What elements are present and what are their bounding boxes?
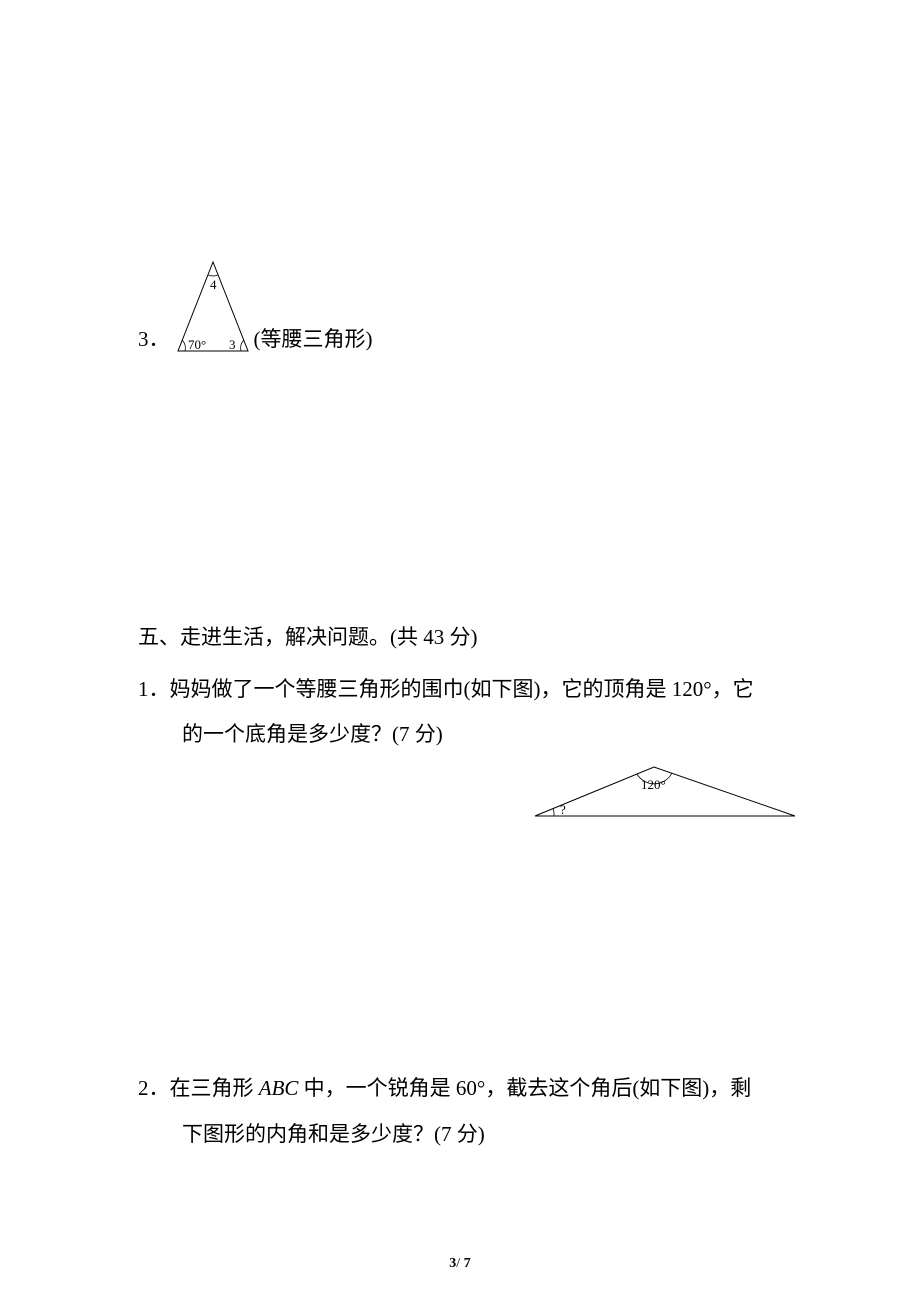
svg-text:70°: 70°	[188, 337, 206, 352]
question-5-1-figure: 120° ?	[530, 761, 800, 821]
svg-text:?: ?	[560, 802, 566, 817]
isosceles-triangle-icon: 70° 3 4	[174, 258, 252, 353]
svg-text:120°: 120°	[641, 777, 666, 792]
question-3-note: (等腰三角形)	[254, 323, 373, 353]
q52-suffix: 中，一个锐角是 60°，截去这个角后(如下图)，剩	[298, 1076, 751, 1100]
obtuse-isosceles-triangle-icon: 120° ?	[530, 761, 800, 821]
q52-italic: ABC	[259, 1076, 299, 1100]
question-5-1: 1．妈妈做了一个等腰三角形的围巾(如下图)，它的顶角是 120°，它 的一个底角…	[138, 673, 790, 752]
q52-prefix: 2．在三角形	[138, 1076, 259, 1100]
question-5-1-line1: 1．妈妈做了一个等腰三角形的围巾(如下图)，它的顶角是 120°，它	[138, 673, 790, 707]
section-5-title: 五、走进生活，解决问题。(共 43 分)	[138, 621, 790, 655]
page-number: 3/ 7	[0, 1256, 920, 1272]
question-3-number: 3．	[138, 323, 170, 353]
page-content: 3． 70° 3 4 (等腰三角形) 五、走进生活，解决问题。(共 43 分) …	[0, 0, 920, 1302]
section-5: 五、走进生活，解决问题。(共 43 分) 1．妈妈做了一个等腰三角形的围巾(如下…	[138, 621, 790, 752]
question-5-2: 2．在三角形 ABC 中，一个锐角是 60°，截去这个角后(如下图)，剩 下图形…	[138, 1072, 790, 1151]
question-5-2-line1: 2．在三角形 ABC 中，一个锐角是 60°，截去这个角后(如下图)，剩	[138, 1072, 790, 1106]
page-separator: /	[456, 1256, 463, 1271]
question-3-figure: 70° 3 4	[174, 258, 252, 353]
question-3: 3． 70° 3 4 (等腰三角形)	[138, 258, 373, 353]
svg-text:4: 4	[210, 277, 217, 292]
svg-text:3: 3	[229, 337, 236, 352]
question-5-1-line2: 的一个底角是多少度？(7 分)	[182, 718, 790, 752]
question-5-2-line2: 下图形的内角和是多少度？(7 分)	[182, 1118, 790, 1152]
page-total: 7	[464, 1256, 471, 1271]
